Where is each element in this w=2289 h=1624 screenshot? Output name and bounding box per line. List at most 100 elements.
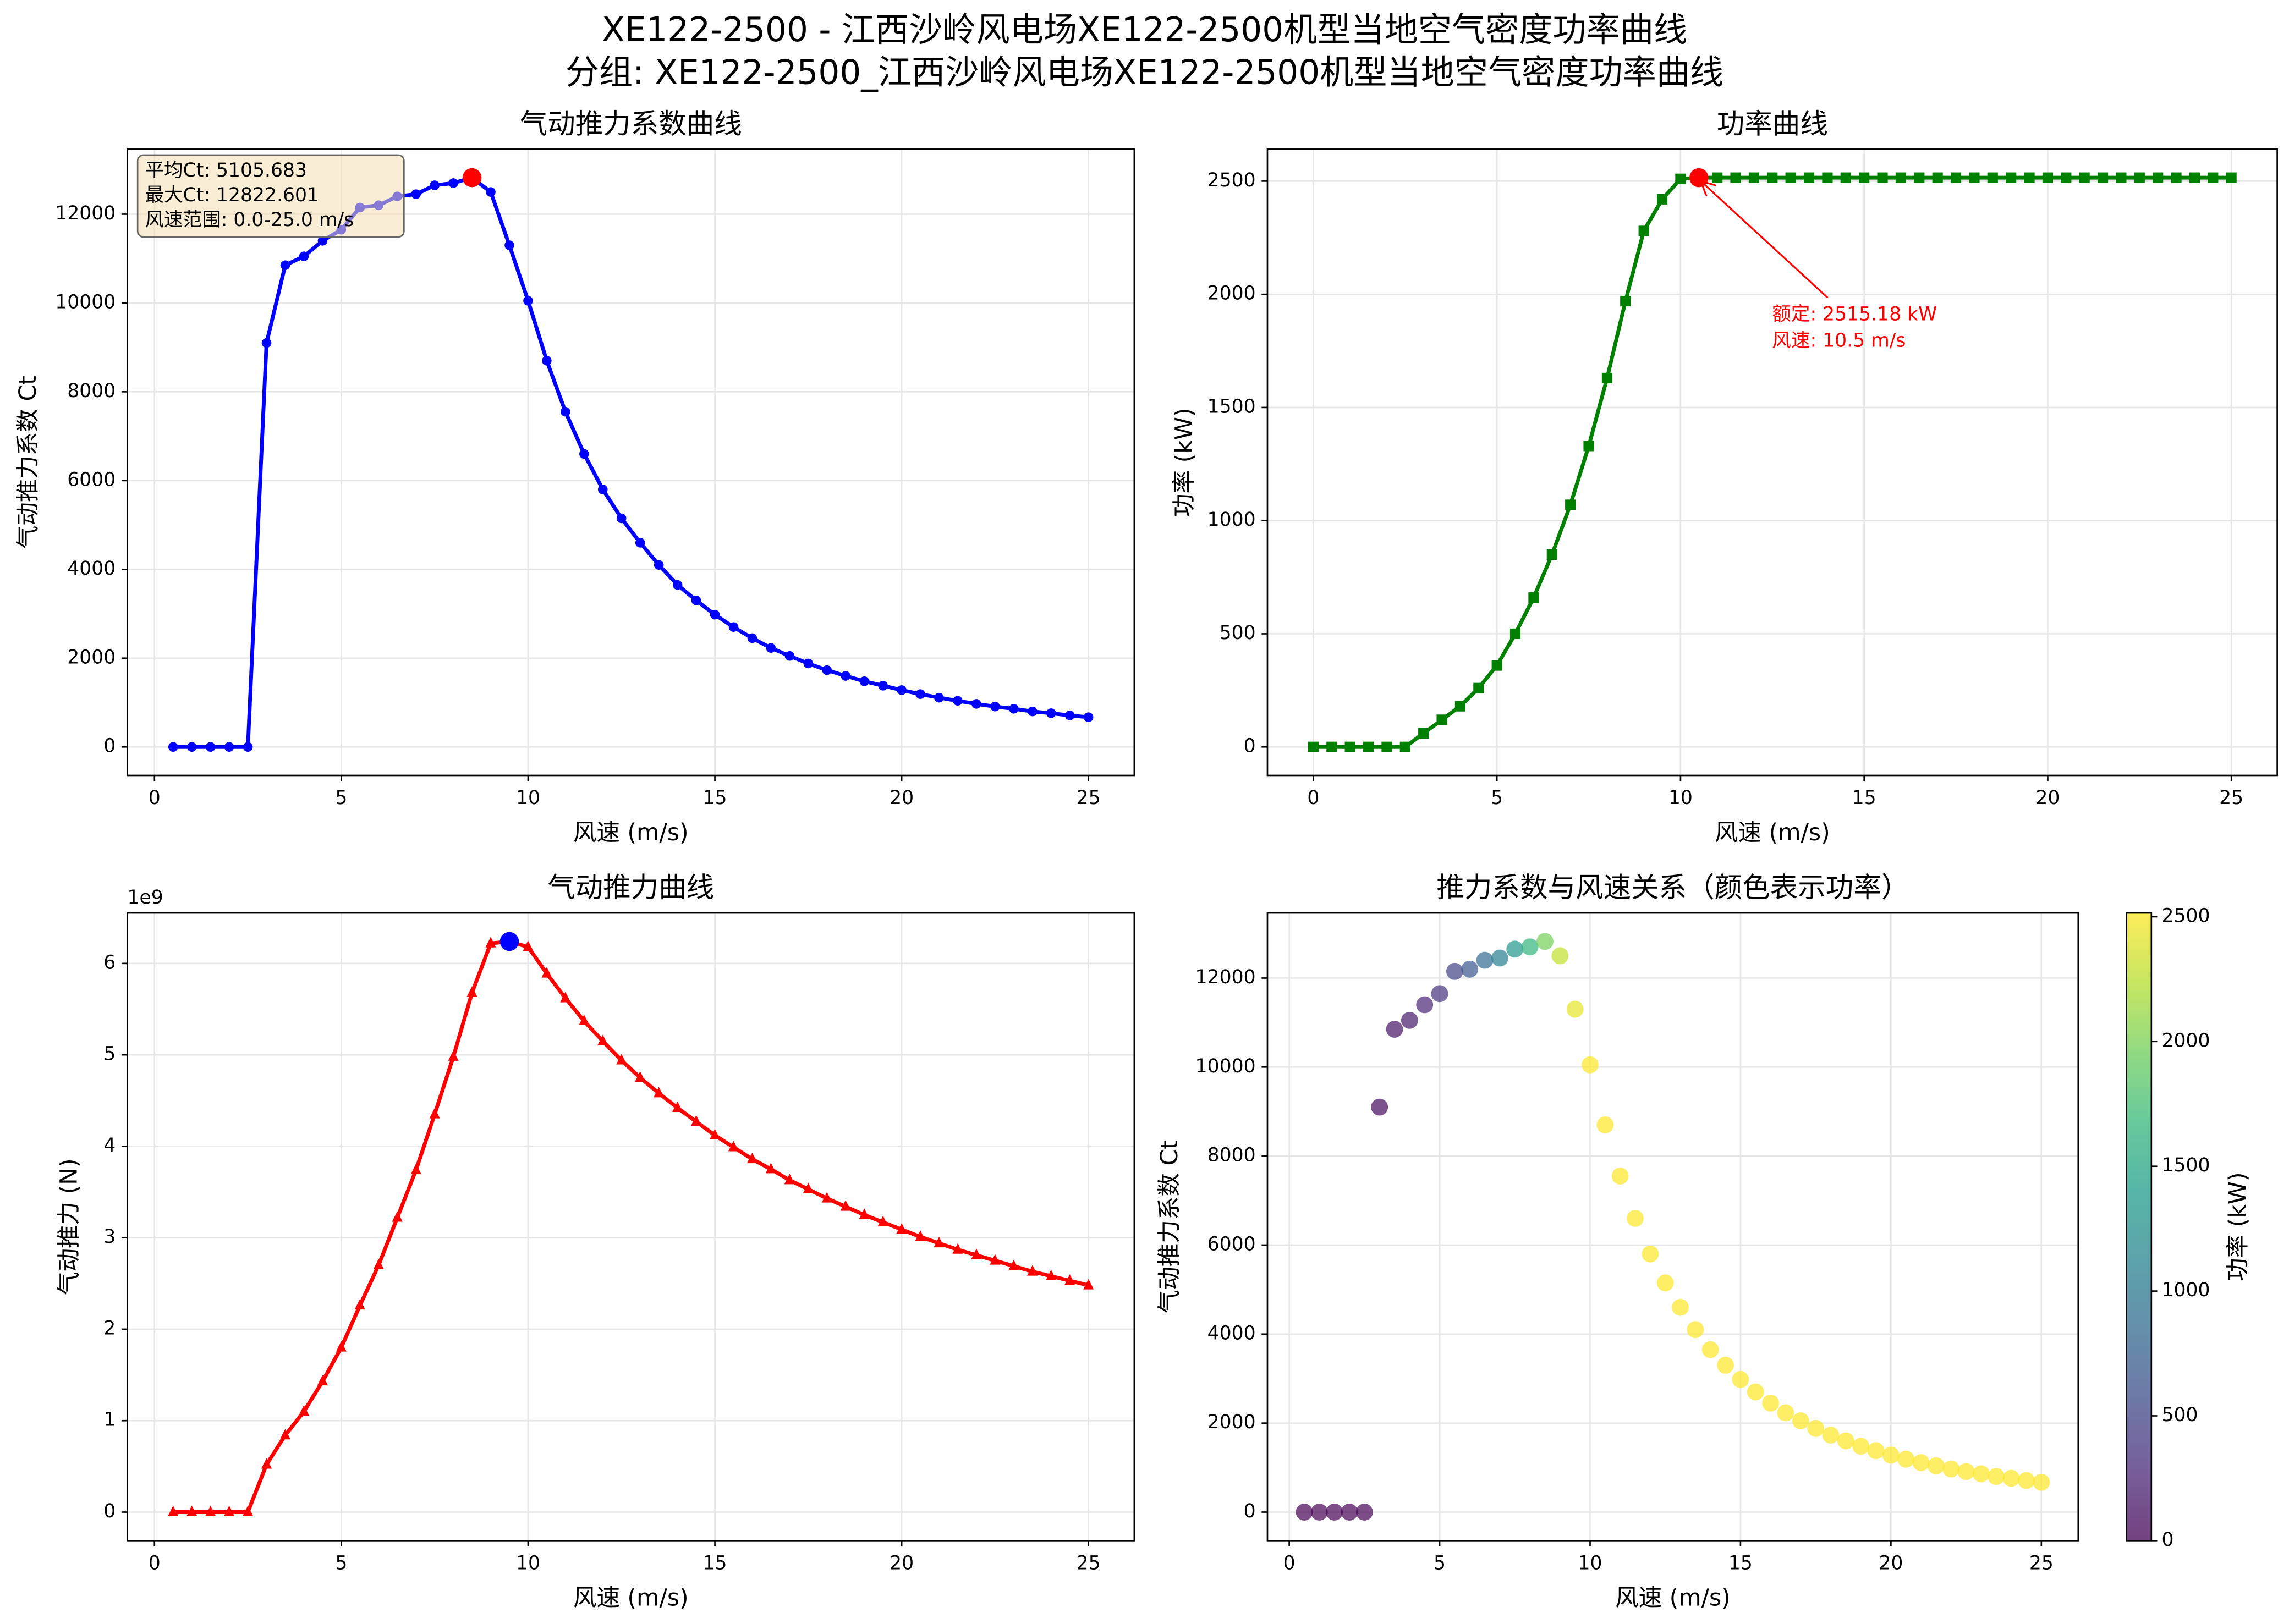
marker [672,580,683,590]
plot-area [1267,149,2277,775]
marker [1620,295,1631,307]
x-axis-label: 风速 (m/s) [1615,1584,1731,1611]
marker [635,538,645,548]
marker [821,1192,832,1203]
marker [1675,173,1686,184]
marker [616,1054,627,1065]
marker [654,1087,665,1098]
marker [934,692,944,703]
marker [430,180,440,190]
scatter-point [1566,1000,1584,1018]
scatter-point [1461,960,1479,978]
colorbar [2126,912,2153,1542]
y-tick-label: 1500 [1207,395,1256,417]
marker [579,449,589,459]
marker [1399,741,1410,752]
scatter-point [1401,1011,1418,1029]
y-tick-label: 2500 [1207,169,1256,191]
plot-area [1267,913,2078,1541]
scatter-point [1807,1419,1825,1437]
y-tick-label: 2000 [1207,1411,1256,1433]
marker [803,1182,814,1193]
x-tick-label: 10 [1578,1552,1602,1574]
x-tick-label: 0 [149,1552,161,1574]
scatter-point [1491,949,1508,967]
marker [1008,1259,1019,1270]
colorbar-tick-label: 500 [2161,1404,2198,1426]
colorbar-tick-label: 1500 [2161,1154,2210,1176]
y-tick-label: 8000 [67,380,116,402]
marker [877,1215,888,1226]
marker [1028,706,1038,717]
highlight-point [499,932,519,951]
marker [728,622,739,632]
x-tick-label: 5 [1434,1552,1446,1574]
scatter-point [2018,1472,2035,1489]
scatter-point [1973,1465,1990,1483]
marker [990,701,1000,712]
colorbar-tick-label: 2500 [2161,905,2210,927]
x-tick-label: 0 [1283,1552,1296,1574]
marker [784,1174,795,1185]
y-tick-label: 1 [103,1409,116,1431]
scatter-point [1296,1504,1313,1521]
marker [1326,741,1337,752]
info-box [136,154,405,238]
scatter-point [1957,1463,1975,1480]
y-axis-label: 气动推力 (N) [55,1158,83,1295]
scatter-point [1355,1504,1373,1521]
plot-frame [127,148,1135,777]
scatter-point [1942,1460,1960,1478]
marker [1785,172,1796,183]
marker [448,178,458,188]
chart-title: 功率曲线 [1717,107,1828,140]
marker [709,1128,721,1139]
y-axis-label: 气动推力系数 Ct [14,376,42,549]
marker [336,1341,347,1352]
marker [1064,1274,1075,1285]
marker [878,681,888,691]
scatter-point [1687,1321,1704,1339]
marker [560,992,571,1003]
marker [485,937,496,948]
marker [952,1243,963,1254]
y-tick-label: 2000 [67,646,116,668]
marker [224,1505,235,1516]
marker [1638,225,1649,236]
marker [616,513,627,524]
y-tick-label: 0 [1244,1500,1256,1522]
marker [597,1034,608,1045]
y-offset-label: 1e9 [128,887,163,909]
annotation-text: 风速: 10.5 m/s [1772,330,1906,352]
x-axis-label: 风速 (m/s) [1715,819,1830,846]
y-tick-label: 2000 [1207,283,1256,305]
marker [410,1163,421,1175]
marker [635,1071,646,1082]
chart-title: 推力系数与风速关系（颜色表示功率） [1436,871,1909,904]
marker [523,940,534,951]
marker [728,1141,739,1152]
x-tick-label: 0 [1307,787,1319,809]
plot-frame [1266,912,2079,1542]
marker [1308,741,1319,752]
annotation-text: 额定: 2515.18 kW [1772,304,1937,326]
marker [934,1236,945,1248]
x-tick-label: 20 [890,787,914,809]
marker [2097,172,2109,183]
y-tick-label: 5 [103,1043,116,1065]
info-text: 平均Ct: 5105.683 [145,159,307,181]
marker [2189,172,2200,183]
x-axis-label: 风速 (m/s) [573,819,689,846]
marker [859,676,869,686]
scatter-point [1927,1457,1945,1474]
marker [953,696,963,706]
marker [1083,712,1094,722]
marker [1822,172,1833,183]
scatter-point [1732,1370,1749,1388]
marker [1895,172,1906,183]
colorbar-tick-label: 2000 [2161,1030,2210,1052]
marker [1950,172,1962,183]
marker [298,1405,310,1416]
scatter-point [1371,1098,1388,1116]
y-tick-label: 0 [103,1500,116,1522]
